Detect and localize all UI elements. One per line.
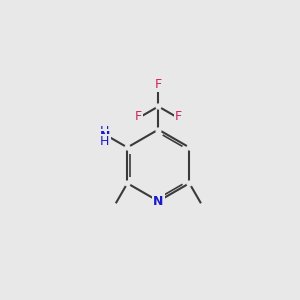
Text: F: F [135,110,142,123]
Text: N: N [153,195,164,208]
Text: H: H [100,135,110,148]
Text: F: F [155,77,162,91]
Text: H: H [100,125,110,138]
Text: F: F [175,110,182,123]
Text: N: N [100,130,110,143]
